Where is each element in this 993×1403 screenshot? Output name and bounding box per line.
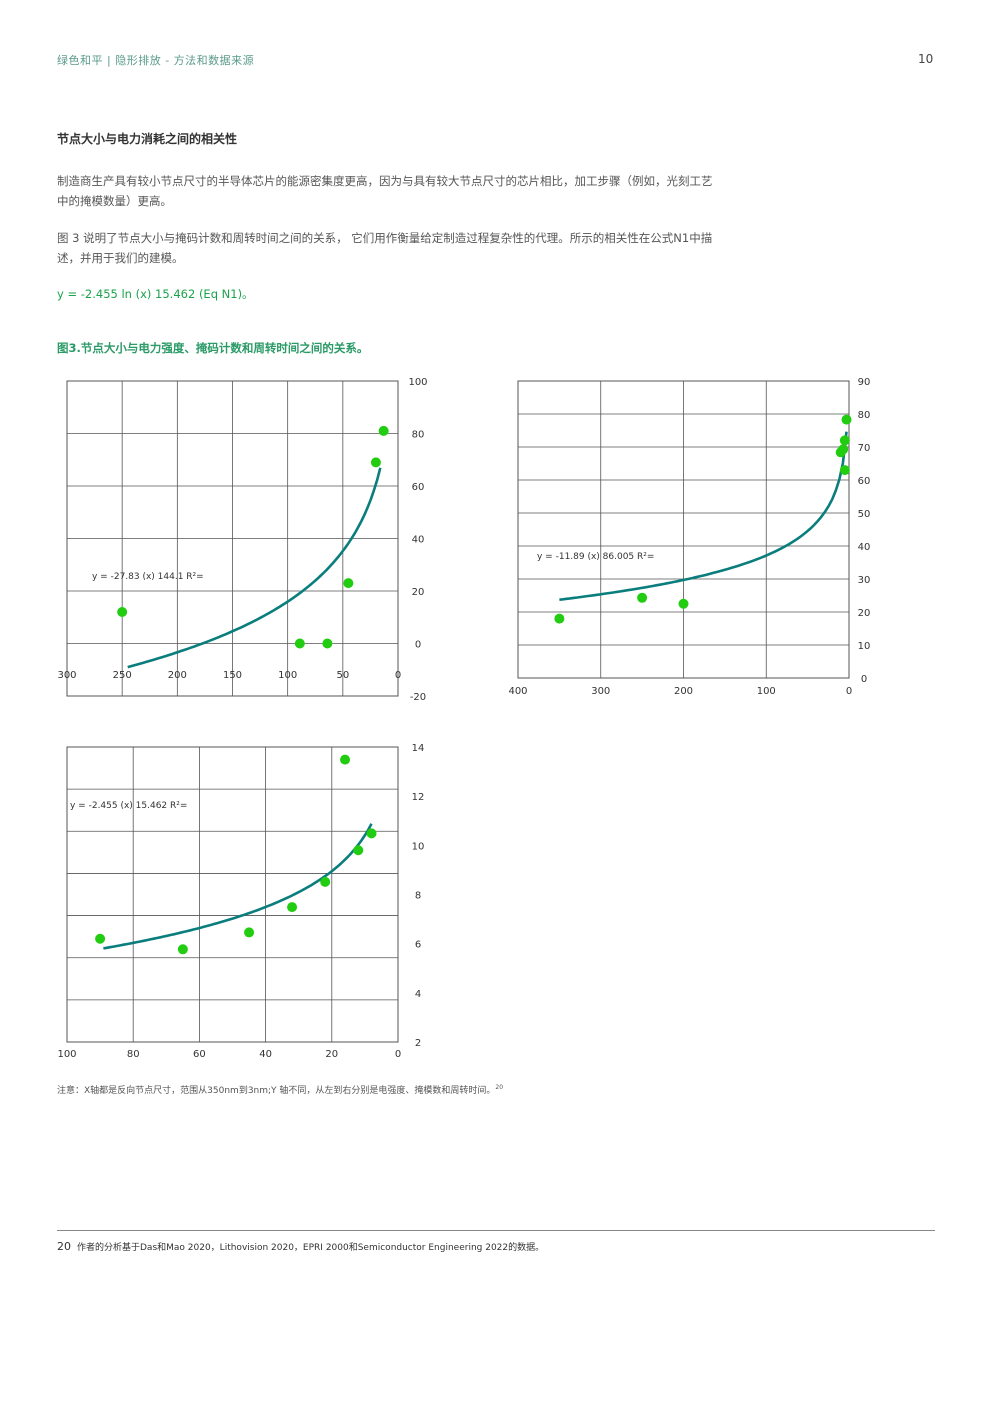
data-point (353, 845, 364, 856)
y-tick-label: 10 (858, 641, 871, 652)
trend-curve (103, 823, 373, 950)
y-tick-label: 6 (415, 940, 421, 951)
x-tick-label: 300 (57, 670, 76, 681)
x-tick-label: 200 (168, 670, 187, 681)
footnote-divider (57, 1230, 935, 1231)
y-tick-label: 100 (408, 377, 427, 388)
y-tick-label: 60 (412, 482, 425, 493)
x-tick-label: 100 (57, 1049, 76, 1060)
y-tick-label: 14 (412, 743, 425, 754)
y-tick-label: 20 (858, 608, 871, 619)
x-tick-label: 250 (113, 670, 132, 681)
data-point (287, 902, 298, 913)
y-tick-label: 0 (415, 640, 421, 651)
y-tick-label: 12 (412, 792, 425, 803)
trend-curve (559, 431, 848, 601)
data-point (244, 927, 255, 938)
data-point (839, 435, 850, 446)
y-tick-label: 40 (858, 542, 871, 553)
section-heading: 节点大小与电力消耗之间的相关性 (57, 132, 238, 146)
y-tick-label: 4 (415, 989, 421, 1000)
data-point (378, 425, 389, 436)
paragraph-2: 图 3 说明了节点大小与掩码计数和周转时间之间的关系， 它们用作衡量给定制造过程… (57, 231, 713, 265)
y-tick-label: 30 (858, 575, 871, 586)
x-tick-label: 200 (674, 686, 693, 697)
x-tick-label: 400 (508, 686, 527, 697)
y-tick-label: 80 (412, 430, 425, 441)
x-tick-label: 60 (193, 1049, 206, 1060)
y-tick-label: 2 (415, 1038, 421, 1049)
x-tick-label: 100 (278, 670, 297, 681)
y-tick-label: 20 (412, 587, 425, 598)
note-text: 注意：X轴都是反向节点尺寸，范围从350nm到3nm;Y 轴不同，从左到右分别是… (57, 1086, 496, 1096)
y-tick-label: 0 (861, 674, 867, 685)
footnote: 20 作者的分析基于Das和Mao 2020，Lithovision 2020，E… (57, 1240, 544, 1253)
data-point (322, 638, 333, 649)
y-tick-label: 70 (858, 443, 871, 454)
data-point (320, 876, 331, 887)
footnote-text: 作者的分析基于Das和Mao 2020，Lithovision 2020，EPR… (77, 1243, 545, 1253)
note-ref: 20 (495, 1084, 504, 1091)
chart-turnaround-time: 14 12 10 8 6 4 2 100 80 60 40 20 0 y = -2.455 (x) 15.… (57, 743, 425, 1060)
equation-label: y = -27.83 (x) 144.1 R²= (92, 572, 204, 582)
x-tick-label: 0 (395, 670, 401, 681)
data-point (678, 598, 689, 609)
y-tick-label: 40 (412, 535, 425, 546)
data-point (370, 457, 381, 468)
figure-title: 图3.节点大小与电力强度、掩码计数和周转时间之间的关系。 (57, 341, 369, 355)
footnote-number: 20 (57, 1240, 71, 1253)
x-tick-label: 80 (127, 1049, 140, 1060)
y-tick-label: 60 (858, 476, 871, 487)
equation-n1: y = -2.455 ln (x) 15.462 (Eq N1)。 (57, 287, 254, 301)
x-tick-label: 20 (325, 1049, 338, 1060)
y-tick-label: 10 (412, 841, 425, 852)
x-tick-label: 40 (259, 1049, 272, 1060)
data-point (294, 638, 305, 649)
equation-label: y = -11.89 (x) 86.005 R²= (537, 552, 654, 562)
x-tick-label: 50 (336, 670, 349, 681)
x-tick-label: 0 (395, 1049, 401, 1060)
x-tick-label: 0 (846, 686, 852, 697)
trend-curve (127, 467, 382, 669)
data-point (554, 613, 565, 624)
data-point (95, 933, 106, 944)
data-point (637, 592, 648, 603)
y-tick-label: 8 (415, 891, 421, 902)
data-point (366, 828, 377, 839)
equation-label: y = -2.455 (x) 15.462 R²= (70, 801, 187, 811)
plot-frame (66, 746, 399, 1043)
data-point (177, 944, 188, 955)
figure-note: 注意：X轴都是反向节点尺寸，范围从350nm到3nm;Y 轴不同，从左到右分别是… (57, 1083, 503, 1096)
data-point (343, 578, 354, 589)
data-point (340, 754, 351, 765)
y-tick-label: -20 (410, 692, 426, 703)
data-point (838, 444, 849, 455)
data-point (839, 465, 850, 476)
y-tick-label: 80 (858, 410, 871, 421)
data-point (117, 607, 128, 617)
paragraph-1: 制造商生产具有较小节点尺寸的半导体芯片的能源密集度更高，因为与具有较大节点尺寸的… (57, 174, 713, 208)
y-tick-label: 90 (858, 377, 871, 388)
running-header: 绿色和平 | 隐形排放 - 方法和数据来源 (57, 54, 255, 67)
x-tick-label: 150 (223, 670, 242, 681)
page-number: 10 (918, 52, 934, 66)
data-point (841, 414, 852, 425)
x-tick-label: 100 (757, 686, 776, 697)
y-tick-label: 50 (858, 509, 871, 520)
x-tick-label: 300 (591, 686, 610, 697)
